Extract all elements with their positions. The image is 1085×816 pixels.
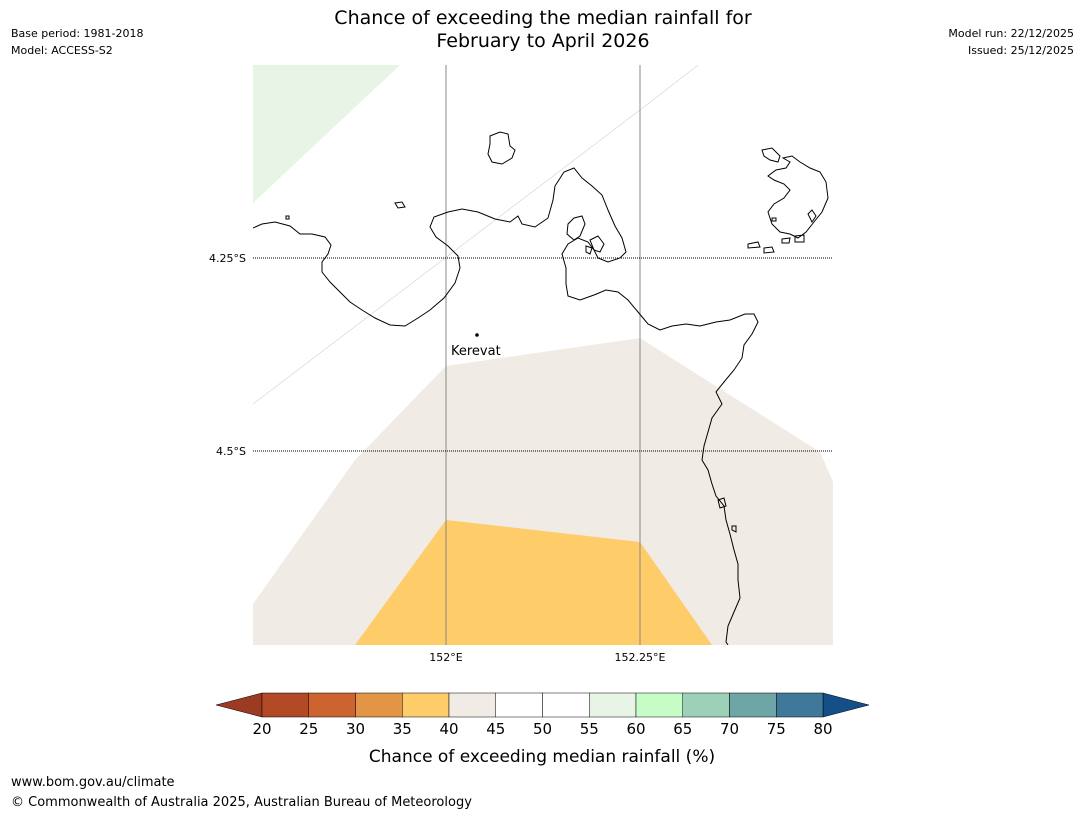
metadata-left: Base period: 1981-2018 Model: ACCESS-S2 [11, 25, 143, 59]
kerevat-marker [475, 333, 479, 337]
colorbar-cell [776, 692, 824, 718]
footer-copyright: © Commonwealth of Australia 2025, Austra… [11, 795, 472, 810]
colorbar-cell [308, 692, 356, 718]
green-region [253, 65, 400, 203]
coastline [253, 131, 829, 645]
issued-text: Issued: 25/12/2025 [967, 44, 1074, 57]
colorbar-tick-label: 55 [580, 720, 599, 738]
colorbar-cell [448, 692, 496, 718]
title-line-2: February to April 2026 [436, 30, 650, 52]
colorbar-tick-label: 75 [767, 720, 786, 738]
colorbar-tick-label: 25 [299, 720, 318, 738]
footer-url: www.bom.gov.au/climate [11, 775, 175, 790]
map-area [253, 65, 833, 645]
model-run-text: Model run: 22/12/2025 [948, 27, 1074, 40]
colorbar-cell [729, 692, 777, 718]
colorbar-tick-label: 20 [252, 720, 271, 738]
colorbar-cell [355, 692, 403, 718]
colorbar-tick-label: 65 [673, 720, 692, 738]
colorbar-cell [589, 692, 637, 718]
lon-label-152-25e: 152.25°E [615, 651, 666, 664]
lat-label-4-25s: 4.25°S [209, 252, 246, 265]
colorbar-cell [635, 692, 683, 718]
metadata-right: Model run: 22/12/2025 Issued: 25/12/2025 [948, 25, 1074, 59]
place-label-kerevat: Kerevat [451, 344, 501, 359]
colorbar-tick-label: 40 [439, 720, 458, 738]
colorbar-tick-label: 70 [720, 720, 739, 738]
colorbar-cell [495, 692, 543, 718]
map-title: Chance of exceeding the median rainfall … [243, 7, 843, 53]
colorbar-label: Chance of exceeding median rainfall (%) [369, 747, 715, 767]
colorbar-cell [261, 692, 309, 718]
orange-region [355, 520, 712, 645]
colorbar-tick-label: 60 [626, 720, 645, 738]
lon-label-152e: 152°E [429, 651, 462, 664]
base-period-text: Base period: 1981-2018 [11, 27, 144, 40]
colorbar-cell [542, 692, 590, 718]
beige-region [253, 338, 833, 645]
title-line-1: Chance of exceeding the median rainfall … [334, 7, 752, 29]
colorbar-tick-label: 80 [813, 720, 832, 738]
colorbar-tick-label: 35 [393, 720, 412, 738]
colorbar-cell [402, 692, 450, 718]
model-text: Model: ACCESS-S2 [11, 44, 113, 57]
colorbar-cell [682, 692, 730, 718]
colorbar: 20 25 30 35 40 45 50 55 60 65 70 75 80 Chance of exc… [215, 692, 870, 767]
colorbar-tick-label: 30 [346, 720, 365, 738]
colorbar-tick-label: 45 [486, 720, 505, 738]
colorbar-tick-label: 50 [533, 720, 552, 738]
colorbar-over-arrow [822, 692, 870, 718]
lat-label-4-5s: 4.5°S [216, 445, 246, 458]
colorbar-under-arrow [215, 692, 263, 718]
